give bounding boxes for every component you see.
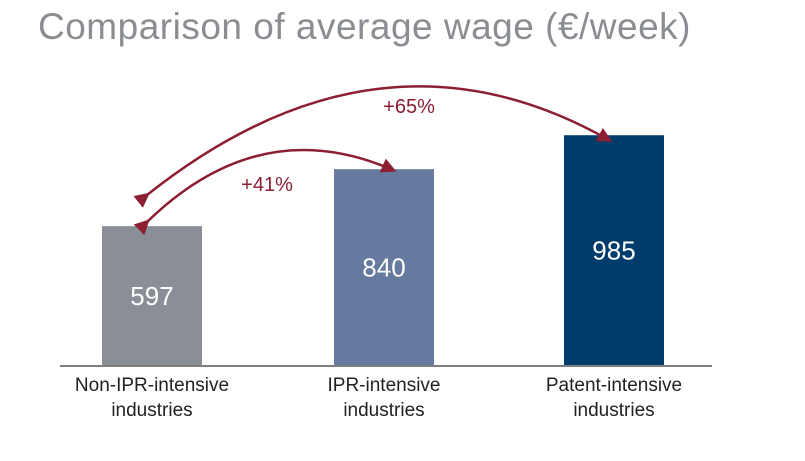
bar-value-label: 840 <box>362 253 405 283</box>
category-label: IPR-intensive <box>328 375 441 396</box>
category-label: industries <box>573 400 654 421</box>
category-label: industries <box>343 400 424 421</box>
comparison-arrow <box>133 85 613 208</box>
chart-title: Comparison of average wage (€/week) <box>38 6 691 47</box>
bar-value-label: 597 <box>130 281 173 311</box>
category-label: Non-IPR-intensive <box>75 375 229 396</box>
bar-1 <box>102 226 202 366</box>
percent-increase-label: +41% <box>241 174 293 196</box>
percent-increase-label: +65% <box>383 96 435 118</box>
category-label: industries <box>111 400 192 421</box>
bar-value-label: 985 <box>592 236 635 266</box>
category-label: Patent-intensive <box>546 375 682 396</box>
